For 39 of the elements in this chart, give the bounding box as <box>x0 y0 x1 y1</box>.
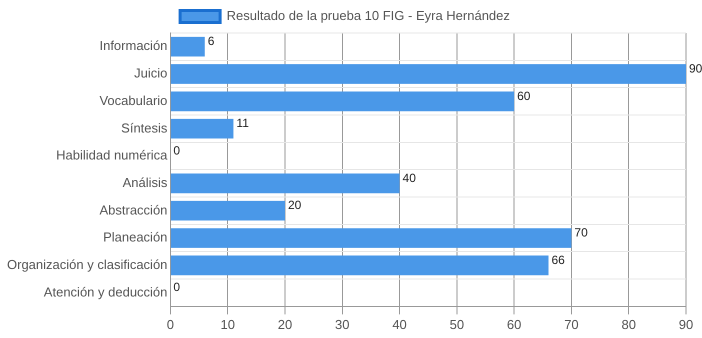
data-label: 40 <box>402 170 416 185</box>
x-tick-label: 30 <box>335 316 350 332</box>
y-tick-label: Planeación <box>103 230 168 245</box>
bar <box>170 200 285 221</box>
y-tick-label: Vocabulario <box>99 92 168 108</box>
data-label: 0 <box>173 280 180 294</box>
x-tick-label: 60 <box>506 316 522 332</box>
x-tick-label: 50 <box>450 316 464 332</box>
y-tick-label: Atención y deducción <box>44 284 168 300</box>
y-tick-label: Análisis <box>122 174 168 190</box>
x-tick-label: 20 <box>278 316 292 332</box>
y-tick-label: Síntesis <box>121 120 168 136</box>
data-label: 11 <box>236 116 250 130</box>
data-label: 60 <box>517 88 531 103</box>
bar <box>170 174 400 194</box>
bar <box>170 256 549 276</box>
x-tick-label: 80 <box>621 316 636 332</box>
y-tick-label: Juicio <box>134 66 168 81</box>
x-tick-label: 70 <box>564 316 579 332</box>
data-label: 70 <box>574 226 588 240</box>
data-label: 90 <box>689 61 702 76</box>
data-label: 0 <box>173 144 180 158</box>
x-tick-label: 10 <box>220 316 235 332</box>
x-tick-label: 40 <box>392 316 407 332</box>
y-tick-label: Abstracción <box>99 202 168 218</box>
data-label: 66 <box>552 252 566 267</box>
y-tick-label: Organización y clasificación <box>7 256 168 272</box>
x-tick-label: 0 <box>166 316 174 332</box>
y-tick-label: Habilidad numérica <box>56 148 168 163</box>
bar <box>170 92 514 112</box>
bar <box>170 64 686 84</box>
x-tick-label: 90 <box>678 316 694 332</box>
y-tick-label: Información <box>99 38 168 54</box>
data-label: 20 <box>288 198 302 212</box>
bar <box>170 228 572 248</box>
bar <box>170 118 234 139</box>
bar <box>170 36 205 57</box>
legend-label: Resultado de la prueba 10 FIG - Eyra Hernández <box>226 8 510 24</box>
data-label: 6 <box>208 34 215 48</box>
